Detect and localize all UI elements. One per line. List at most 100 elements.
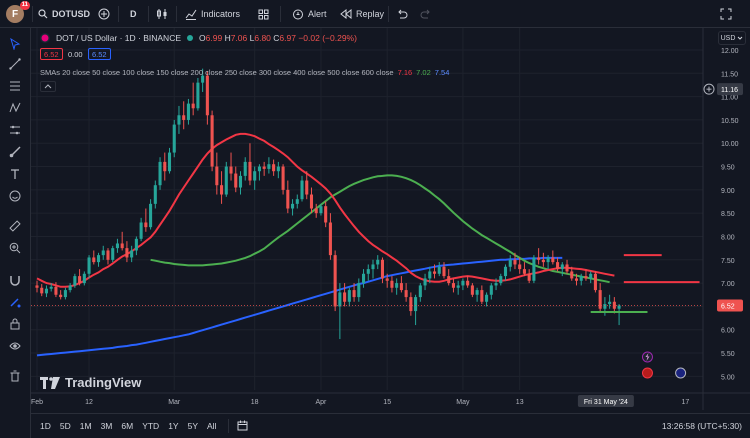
- symbol-search-button[interactable]: DOTUSD: [38, 5, 90, 23]
- timeframe-6m[interactable]: 6M: [121, 421, 134, 431]
- candle-body: [385, 278, 389, 281]
- redo-button[interactable]: [420, 5, 432, 23]
- candle-body: [68, 285, 72, 291]
- brush-icon: [9, 146, 21, 158]
- candle-body: [404, 290, 408, 298]
- candle-body: [499, 276, 503, 284]
- indicators-button[interactable]: Indicators: [185, 5, 240, 23]
- us-flag-event-icon: [641, 367, 653, 379]
- sma20-line: [36, 132, 615, 288]
- timeframe-3m[interactable]: 3M: [100, 421, 113, 431]
- timeframe-5d[interactable]: 5D: [59, 421, 71, 431]
- y-tick-label: 10.00: [721, 141, 739, 148]
- candle-body: [262, 166, 266, 169]
- timeframe-1m[interactable]: 1M: [79, 421, 92, 431]
- text-tool[interactable]: [7, 166, 23, 182]
- candle-body: [101, 250, 105, 256]
- candle-body: [92, 257, 96, 263]
- divider: [388, 6, 389, 22]
- sell-price-button[interactable]: 6.52: [40, 48, 63, 60]
- remove-drawings-tool[interactable]: [7, 368, 23, 384]
- brush-tool[interactable]: [7, 144, 23, 160]
- currency-button[interactable]: USD: [718, 31, 746, 45]
- watermark-text: TradingView: [65, 375, 142, 390]
- undo-button[interactable]: [396, 5, 408, 23]
- forecast-tool[interactable]: [7, 122, 23, 138]
- symbol-label: DOTUSD: [52, 9, 90, 19]
- symbol-title: DOT / US Dollar · 1D · BINANCE: [56, 33, 182, 43]
- fullscreen-button[interactable]: [720, 5, 732, 23]
- indicators-icon: [185, 9, 197, 20]
- alert-button[interactable]: Alert: [292, 5, 327, 23]
- drawn-horizontal-lines: [31, 254, 703, 379]
- trendline-tool[interactable]: [7, 56, 23, 72]
- crosshair-date-label: Fri 31 May '24: [584, 399, 628, 406]
- timeframe-1y[interactable]: 1Y: [168, 421, 179, 431]
- templates-button[interactable]: [258, 5, 269, 23]
- cursor-icon: [10, 38, 21, 50]
- zoom-tool[interactable]: [7, 240, 23, 256]
- sma50-line: [150, 174, 610, 284]
- buy-price-button[interactable]: 6.52: [88, 48, 111, 60]
- user-avatar[interactable]: F 11: [6, 1, 30, 23]
- current-price-label: 6.52: [721, 303, 735, 310]
- fib-retracement-icon: [10, 81, 20, 91]
- candle-body: [224, 166, 228, 195]
- visibility-tool[interactable]: [7, 338, 23, 354]
- timeframe-buttons: 1D 5D 1M 3M 6M YTD 1Y 5Y All: [31, 421, 216, 431]
- date-range-button[interactable]: [237, 420, 248, 433]
- lock-tool[interactable]: [7, 316, 23, 332]
- replay-button[interactable]: Replay: [340, 5, 384, 23]
- candle-body: [546, 257, 550, 263]
- divider: [228, 419, 230, 433]
- candle-body: [125, 248, 129, 258]
- candle-body: [527, 273, 531, 281]
- y-tick-label: 10.50: [721, 118, 739, 125]
- candle-body: [598, 290, 602, 309]
- candle-body: [451, 283, 455, 288]
- candle-body: [423, 278, 427, 286]
- divider: [280, 6, 281, 22]
- clock-timezone[interactable]: 13:26:58 (UTC+5:30): [661, 421, 742, 431]
- current-price-tag: [717, 299, 743, 312]
- candle-body: [295, 199, 299, 204]
- timeframe-ytd[interactable]: YTD: [142, 421, 160, 431]
- interval-button[interactable]: D: [130, 5, 137, 23]
- candle-body: [395, 283, 399, 288]
- y-tick-label: 6.00: [721, 328, 735, 335]
- candle-body: [186, 103, 190, 120]
- sma200-value: 7.54: [434, 68, 450, 77]
- cursor-tool[interactable]: [7, 36, 23, 52]
- candle-body: [328, 222, 332, 256]
- compare-symbol-button[interactable]: [98, 5, 110, 23]
- candle-body: [44, 288, 49, 294]
- stay-in-drawing-tool[interactable]: [7, 294, 23, 310]
- timeframe-5y[interactable]: 5Y: [187, 421, 198, 431]
- candle-body: [281, 166, 285, 190]
- y-tick-label: 8.00: [721, 234, 735, 241]
- candle-body: [338, 292, 342, 307]
- magnet-tool[interactable]: [7, 272, 23, 288]
- emoji-tool[interactable]: [7, 188, 23, 204]
- candle-body: [35, 285, 39, 288]
- replay-label: Replay: [356, 9, 385, 19]
- chart-type-button[interactable]: [156, 5, 168, 23]
- collapse-legend-button[interactable]: [40, 81, 56, 92]
- price-chart[interactable]: 5.005.506.006.507.007.508.008.509.009.50…: [31, 28, 750, 410]
- timeframe-1d[interactable]: 1D: [40, 421, 51, 431]
- redo-icon: [420, 9, 430, 19]
- candle-body: [447, 276, 451, 284]
- pattern-tool[interactable]: [7, 100, 23, 116]
- add-alert-icon: [703, 83, 715, 95]
- fib-tool[interactable]: [7, 78, 23, 94]
- candle-body: [210, 115, 214, 167]
- ruler-tool[interactable]: [7, 218, 23, 234]
- candles-icon: [157, 9, 167, 19]
- candle-body: [144, 222, 148, 228]
- timeframe-all[interactable]: All: [207, 421, 217, 431]
- zoom-in-icon: [9, 242, 21, 254]
- candles: [35, 68, 621, 340]
- candle-body: [158, 161, 162, 186]
- candle-body: [475, 290, 479, 295]
- market-status-dot: [187, 35, 194, 41]
